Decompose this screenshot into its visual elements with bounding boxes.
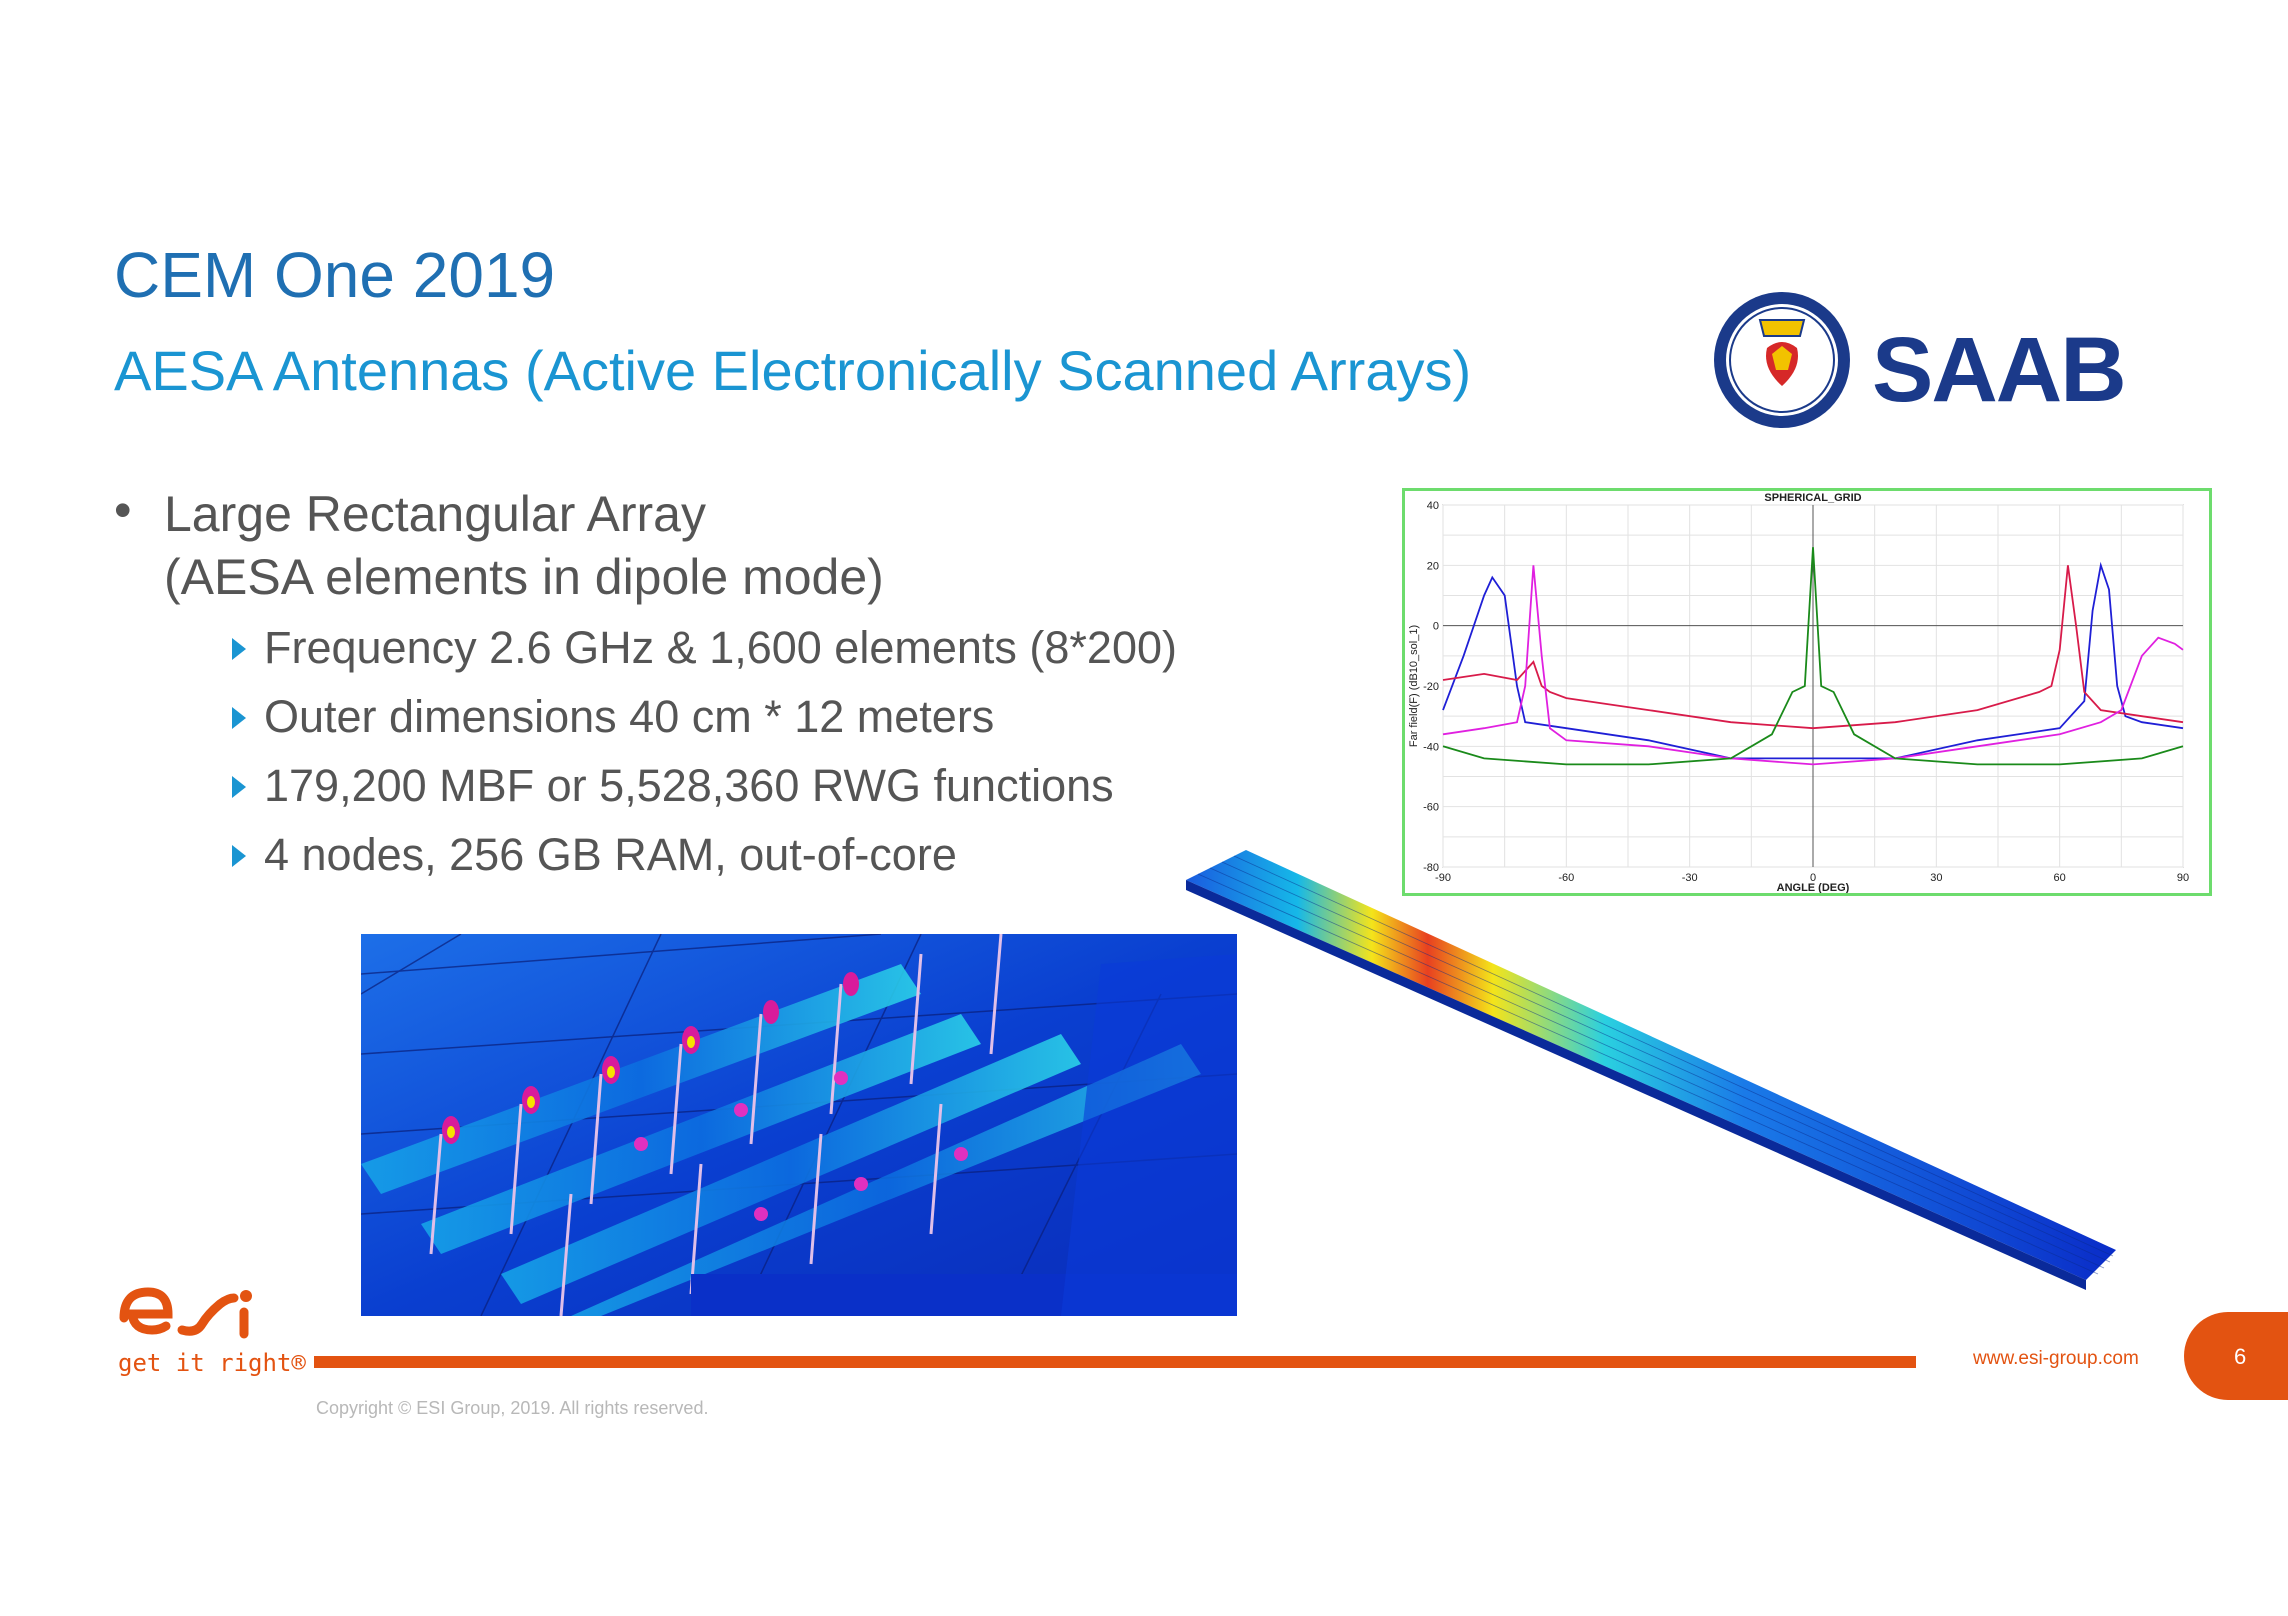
chart-title: SPHERICAL_GRID <box>1764 492 1861 504</box>
sub-bullet: Outer dimensions 40 cm * 12 meters <box>232 691 994 743</box>
esi-logo <box>119 1287 252 1339</box>
x-tick-label: -90 <box>1435 872 1451 884</box>
slide-title: CEM One 2019 <box>114 239 556 311</box>
bullet-line-2: (AESA elements in dipole mode) <box>164 549 884 605</box>
x-tick-label: 30 <box>1930 872 1942 884</box>
y-tick-label: 20 <box>1427 560 1439 572</box>
array-surface-field-image <box>1186 850 2116 1290</box>
series-line <box>1442 547 2184 766</box>
page-number: 6 <box>2234 1344 2247 1369</box>
series-line <box>1442 565 2184 766</box>
x-axis-label: ANGLE (DEG) <box>1777 882 1850 893</box>
sub-bullet-text: Frequency 2.6 GHz & 1,600 elements (8*20… <box>264 622 1177 673</box>
y-tick-label: -20 <box>1423 681 1439 693</box>
sub-bullet: Frequency 2.6 GHz & 1,600 elements (8*20… <box>232 622 1177 674</box>
series-line <box>1442 561 2184 760</box>
x-tick-label: -60 <box>1558 872 1574 884</box>
triangle-bullet-icon <box>232 638 246 660</box>
dipole-array-field-image <box>361 934 1237 1316</box>
page-number-badge <box>2184 1312 2288 1400</box>
chart-canvas: -90 -60 -30 0 30 60 90 40 20 0 -20 -40 -60 -80 SPHERIC… <box>1408 492 2189 894</box>
main-bullet: • Large Rectangular Array (AESA elements… <box>114 482 884 609</box>
y-axis-label: Far field(F) (dB10_sol_1) <box>1408 625 1420 747</box>
esi-tagline: get it right® <box>118 1349 306 1377</box>
y-tick-label: -40 <box>1423 741 1439 753</box>
series-line <box>1442 565 2184 730</box>
footer-divider <box>314 1356 1916 1368</box>
bullet-dot: • <box>114 482 132 538</box>
x-tick-label: 60 <box>2054 872 2066 884</box>
triangle-bullet-icon <box>232 776 246 798</box>
triangle-bullet-icon <box>232 845 246 867</box>
footer-url-link[interactable]: www.esi-group.com <box>1973 1348 2139 1369</box>
y-tick-label: 40 <box>1427 500 1439 512</box>
x-tick-label: 90 <box>2177 872 2189 884</box>
sub-bullet: 4 nodes, 256 GB RAM, out-of-core <box>232 829 957 881</box>
y-tick-label: 0 <box>1433 621 1439 633</box>
triangle-bullet-icon <box>232 707 246 729</box>
saab-seal-logo <box>1714 292 1850 428</box>
copyright-text: Copyright © ESI Group, 2019. All rights … <box>316 1398 709 1418</box>
sub-bullet-text: 4 nodes, 256 GB RAM, out-of-core <box>264 829 957 880</box>
sub-bullet-text: Outer dimensions 40 cm * 12 meters <box>264 691 995 742</box>
bullet-line-1: Large Rectangular Array <box>164 486 706 542</box>
x-tick-label: 0 <box>1810 872 1816 884</box>
x-tick-label: -30 <box>1682 872 1698 884</box>
y-tick-label: -60 <box>1423 802 1439 814</box>
saab-wordmark: SAAB <box>1872 319 2127 421</box>
radiation-pattern-chart: -90 -60 -30 0 30 60 90 40 20 0 -20 -40 -60 -80 SPHERIC… <box>1402 488 2212 896</box>
y-tick-label: -80 <box>1423 862 1439 874</box>
sub-bullet: 179,200 MBF or 5,528,360 RWG functions <box>232 760 1114 812</box>
sub-bullet-text: 179,200 MBF or 5,528,360 RWG functions <box>264 760 1114 811</box>
slide-subtitle: AESA Antennas (Active Electronically Sca… <box>114 339 1472 402</box>
